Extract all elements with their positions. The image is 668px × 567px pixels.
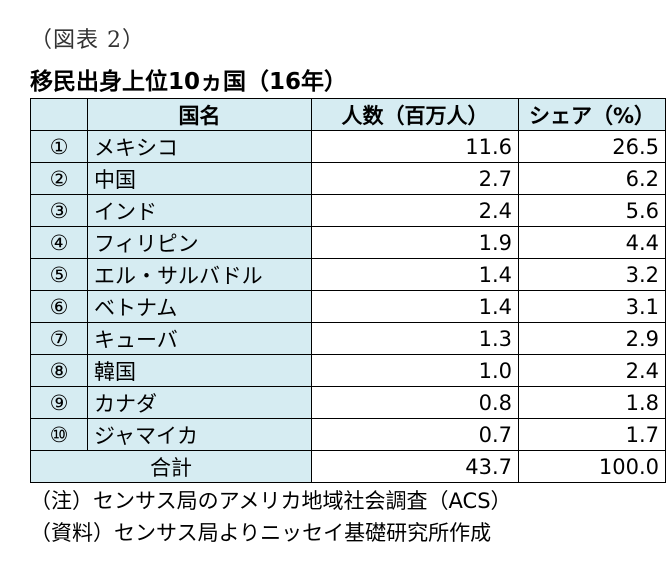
country-cell: メキシコ: [87, 130, 312, 163]
country-cell: フィリピン: [87, 226, 312, 259]
share-cell: 2.4: [518, 354, 666, 387]
share-cell: 4.4: [518, 226, 666, 259]
country-cell: インド: [87, 194, 312, 227]
rank-cell: ③: [30, 194, 88, 227]
share-cell: 5.6: [518, 194, 666, 227]
header-share: シェア（%）: [518, 98, 666, 131]
table-row: ③ インド 2.4 5.6: [30, 194, 666, 227]
note-source: （注）センサス局のアメリカ地域社会調査（ACS）: [30, 489, 512, 513]
header-rank: [30, 98, 88, 131]
header-country: 国名: [87, 98, 312, 131]
population-cell: 2.7: [311, 162, 519, 195]
population-cell: 1.3: [311, 322, 519, 355]
total-share: 100.0: [518, 450, 666, 483]
population-cell: 2.4: [311, 194, 519, 227]
header-row: 国名 人数（百万人） シェア（%）: [30, 98, 666, 131]
population-cell: 1.4: [311, 258, 519, 291]
table-row: ⑧ 韓国 1.0 2.4: [30, 354, 666, 387]
country-cell: ベトナム: [87, 290, 312, 323]
rank-cell: ②: [30, 162, 88, 195]
share-cell: 1.7: [518, 418, 666, 451]
table-row: ① メキシコ 11.6 26.5: [30, 130, 666, 163]
figure-label: （図表 2）: [30, 28, 145, 53]
country-cell: エル・サルバドル: [87, 258, 312, 291]
share-cell: 2.9: [518, 322, 666, 355]
country-cell: ジャマイカ: [87, 418, 312, 451]
table-row: ⑩ ジャマイカ 0.7 1.7: [30, 418, 666, 451]
table-title: 移民出身上位10ヵ国（16年）: [30, 69, 348, 95]
total-label: 合計: [30, 450, 312, 483]
table-row: ⑥ ベトナム 1.4 3.1: [30, 290, 666, 323]
table-row: ⑦ キューバ 1.3 2.9: [30, 322, 666, 355]
country-cell: カナダ: [87, 386, 312, 419]
population-cell: 11.6: [311, 130, 519, 163]
immigrant-table: 国名 人数（百万人） シェア（%） ① メキシコ 11.6 26.5 ② 中国 2.7 6.2…: [30, 98, 666, 483]
population-cell: 1.9: [311, 226, 519, 259]
total-population: 43.7: [311, 450, 519, 483]
rank-cell: ⑥: [30, 290, 88, 323]
table-row: ⑤ エル・サルバドル 1.4 3.2: [30, 258, 666, 291]
share-cell: 1.8: [518, 386, 666, 419]
table-row: ② 中国 2.7 6.2: [30, 162, 666, 195]
country-cell: 韓国: [87, 354, 312, 387]
population-cell: 0.8: [311, 386, 519, 419]
population-cell: 0.7: [311, 418, 519, 451]
rank-cell: ⑤: [30, 258, 88, 291]
population-cell: 1.4: [311, 290, 519, 323]
rank-cell: ④: [30, 226, 88, 259]
population-cell: 1.0: [311, 354, 519, 387]
share-cell: 6.2: [518, 162, 666, 195]
table-row: ④ フィリピン 1.9 4.4: [30, 226, 666, 259]
rank-cell: ⑦: [30, 322, 88, 355]
rank-cell: ⑩: [30, 418, 88, 451]
country-cell: 中国: [87, 162, 312, 195]
share-cell: 3.1: [518, 290, 666, 323]
header-population: 人数（百万人）: [311, 98, 519, 131]
rank-cell: ⑧: [30, 354, 88, 387]
rank-cell: ①: [30, 130, 88, 163]
table-row: ⑨ カナダ 0.8 1.8: [30, 386, 666, 419]
share-cell: 26.5: [518, 130, 666, 163]
country-cell: キューバ: [87, 322, 312, 355]
total-row: 合計 43.7 100.0: [30, 450, 666, 483]
share-cell: 3.2: [518, 258, 666, 291]
rank-cell: ⑨: [30, 386, 88, 419]
note-data: （資料）センサス局よりニッセイ基礎研究所作成: [30, 521, 492, 545]
